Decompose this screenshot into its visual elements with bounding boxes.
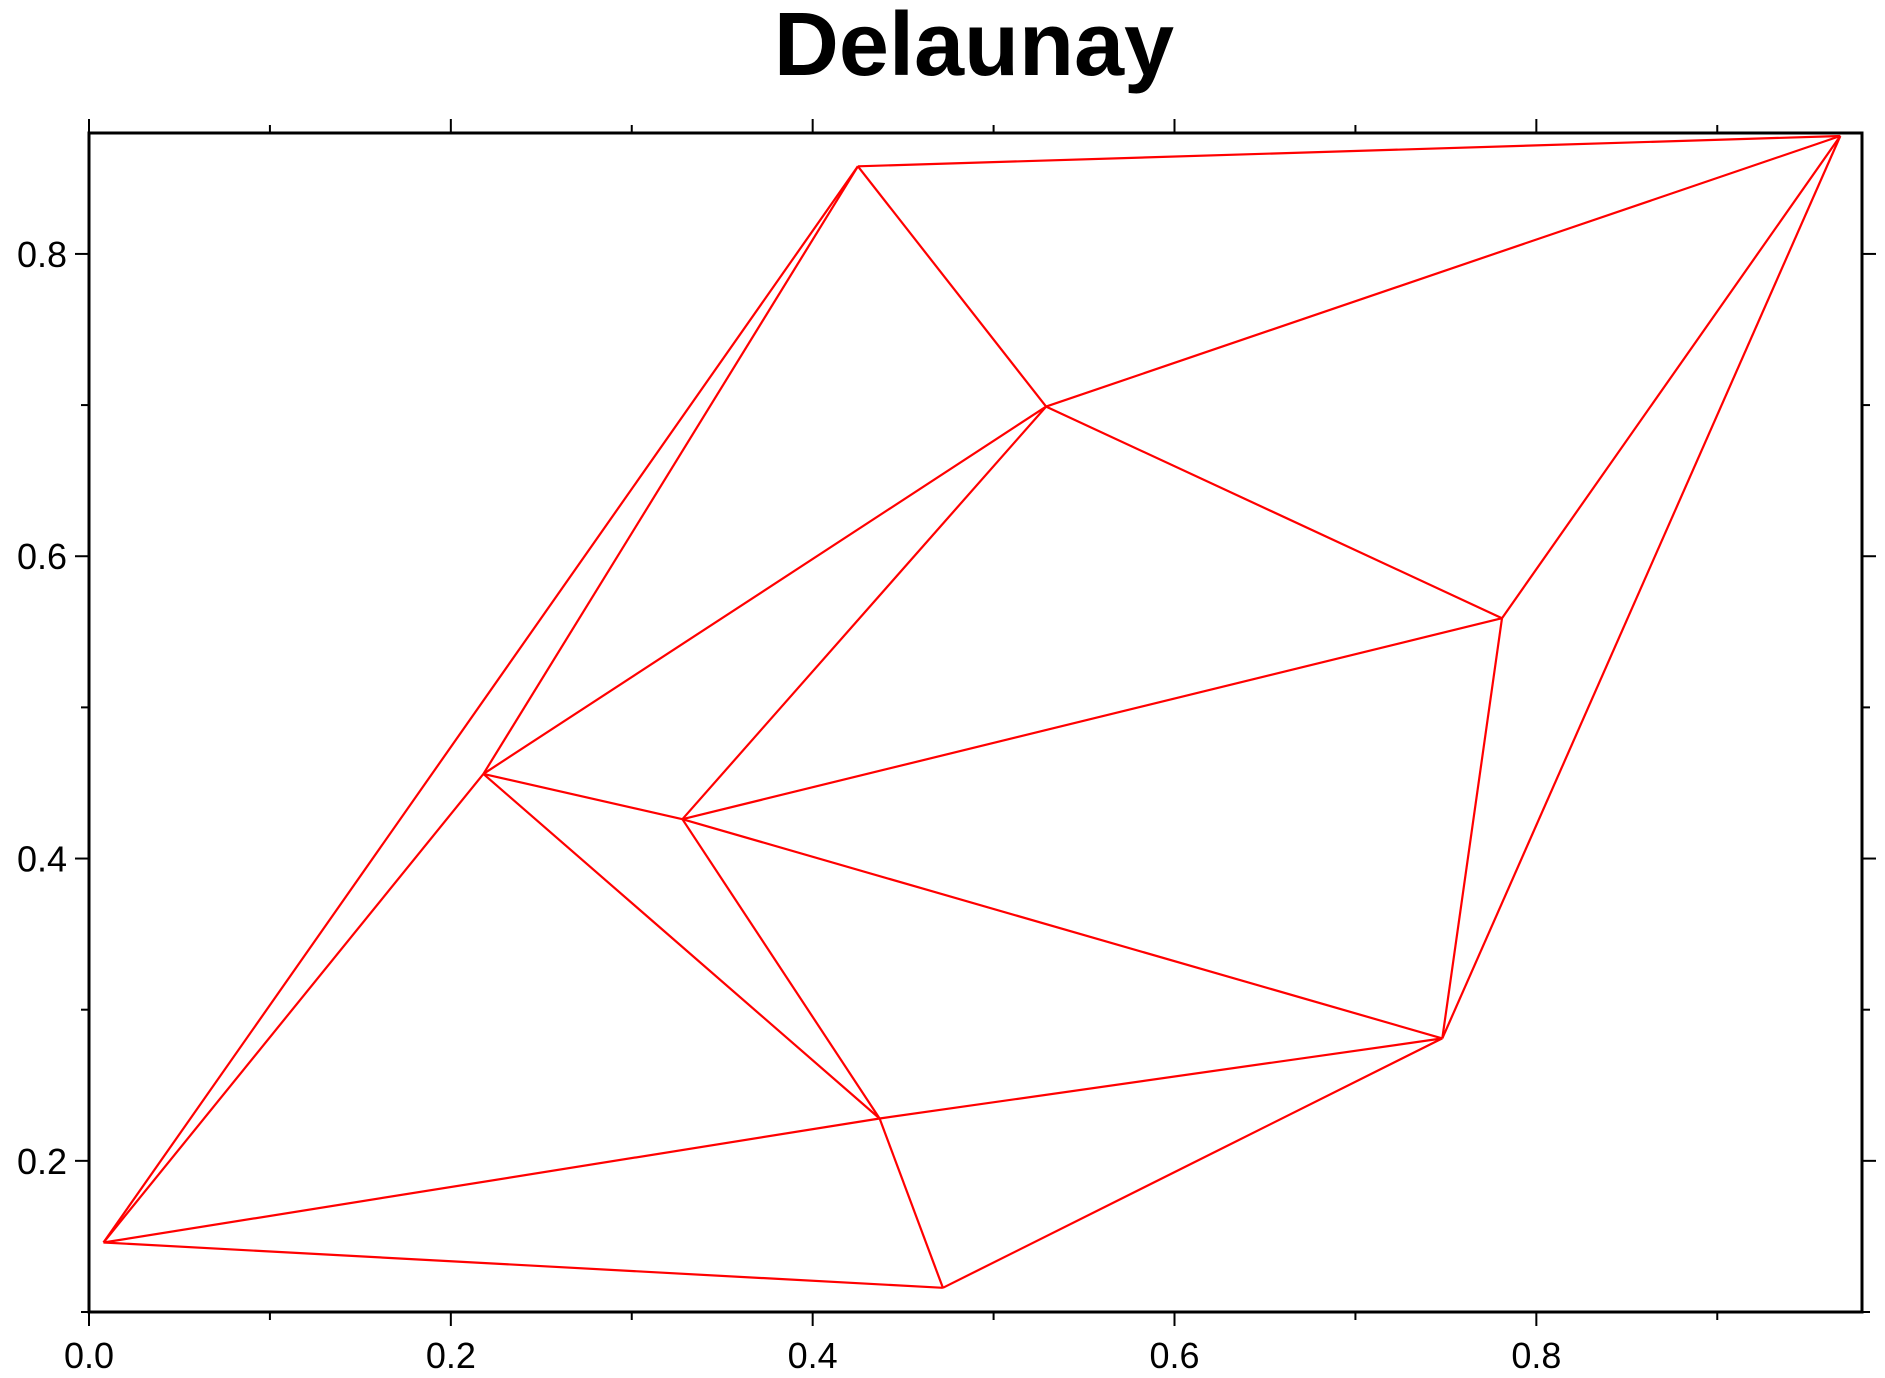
triangulation-edges	[102, 134, 1842, 1289]
x-tick-label: 0.8	[1511, 1335, 1561, 1376]
triangle-edge-G-H	[1441, 618, 1504, 1039]
triangle-edge-H-J	[942, 1037, 1443, 1289]
triangle-edge-C-D	[1045, 134, 1841, 408]
triangle-edge-F-G	[682, 617, 1503, 821]
triangle-edge-I-J	[878, 1118, 944, 1289]
triangle-edge-H-I	[879, 1037, 1443, 1120]
tick-labels: 0.0 0.2 0.4 0.6 0.8 0.2 0.4 0.6 0.8	[17, 234, 1561, 1376]
y-tick-label: 0.6	[17, 536, 67, 577]
x-tick-label: 0.0	[64, 1335, 114, 1376]
y-tick-label: 0.8	[17, 234, 67, 275]
triangle-edge-D-F	[681, 405, 1047, 820]
axis-ticks	[75, 119, 1876, 1326]
triangle-edge-B-D	[857, 165, 1047, 408]
triangle-edge-E-F	[483, 772, 683, 821]
x-tick-label: 0.4	[788, 1335, 838, 1376]
triangle-edge-F-I	[681, 818, 881, 1120]
x-tick-label: 0.2	[426, 1335, 476, 1376]
chart-title: Delaunay	[774, 0, 1174, 95]
x-tick-label: 0.6	[1149, 1335, 1199, 1376]
triangle-edge-C-H	[1441, 135, 1842, 1039]
triangle-edge-C-G	[1501, 135, 1842, 619]
y-tick-label: 0.2	[17, 1141, 67, 1182]
triangle-edge-A-B	[102, 165, 859, 1244]
triangle-edge-A-I	[103, 1117, 880, 1244]
y-tick-label: 0.4	[17, 839, 67, 880]
plot-frame	[87, 131, 1864, 1314]
triangle-edge-A-E	[102, 773, 485, 1244]
triangle-edge-F-H	[682, 818, 1443, 1040]
triangle-edge-D-G	[1045, 405, 1503, 620]
triangle-edge-B-C	[857, 134, 1841, 168]
triangle-edge-D-E	[482, 405, 1047, 775]
triangle-edge-B-E	[482, 165, 859, 775]
triangle-edge-A-J	[103, 1241, 943, 1289]
triangle-edge-E-I	[482, 773, 881, 1120]
